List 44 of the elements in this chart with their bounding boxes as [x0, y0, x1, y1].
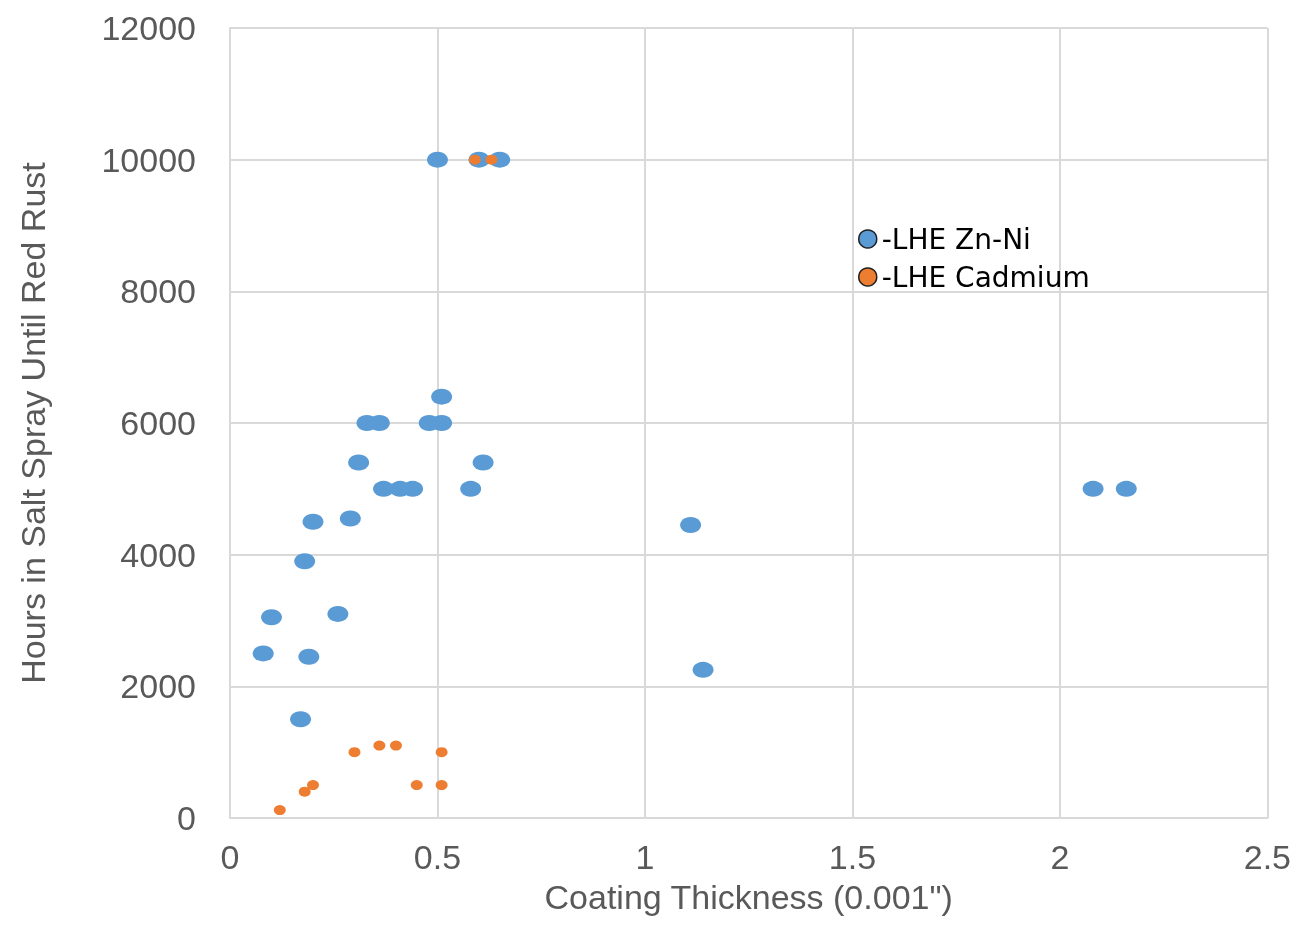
- x-tick-label: 0.5: [413, 838, 462, 876]
- point: [252, 645, 274, 662]
- point: [485, 154, 498, 165]
- point: [431, 388, 453, 405]
- point: [410, 780, 423, 791]
- point: [389, 740, 402, 751]
- point: [298, 648, 320, 665]
- point: [261, 609, 282, 626]
- point: [290, 711, 312, 728]
- point: [348, 454, 370, 471]
- y-tick-label: 4000: [120, 535, 196, 574]
- point: [472, 454, 494, 471]
- x-tick-label: 1.5: [828, 838, 877, 876]
- point: [460, 480, 482, 497]
- legend-label: -LHE Zn-Ni: [881, 222, 1031, 256]
- x-tick-label: 1: [635, 838, 655, 876]
- point: [298, 786, 311, 797]
- y-tick-label: 0: [177, 799, 196, 837]
- point: [692, 661, 714, 678]
- point: [1082, 480, 1104, 497]
- y-tick-label: 2000: [120, 667, 196, 706]
- legend-label: -LHE Cadmium: [881, 260, 1090, 294]
- point: [339, 510, 361, 527]
- x-tick-label: 0: [220, 838, 240, 876]
- y-tick-label: 12000: [101, 9, 196, 47]
- point: [307, 780, 319, 791]
- point: [435, 780, 448, 791]
- y-tick-label: 8000: [120, 272, 196, 311]
- point: [1115, 480, 1137, 497]
- point: [302, 513, 324, 530]
- x-tick-label: 2.5: [1243, 838, 1291, 876]
- point: [680, 517, 702, 534]
- x-tick-label: 2: [1050, 838, 1070, 876]
- y-tick-label: 10000: [101, 140, 196, 179]
- point: [327, 605, 349, 622]
- point: [427, 151, 448, 168]
- point: [294, 553, 316, 570]
- point: [373, 740, 386, 751]
- point: [273, 805, 286, 816]
- point: [435, 747, 448, 758]
- y-tick-label: 6000: [120, 404, 196, 442]
- x-axis-title: Coating Thickness (0.001"): [544, 878, 953, 916]
- point: [348, 747, 361, 758]
- y-axis-title: Hours in Salt Spray Until Red Rust: [14, 161, 52, 684]
